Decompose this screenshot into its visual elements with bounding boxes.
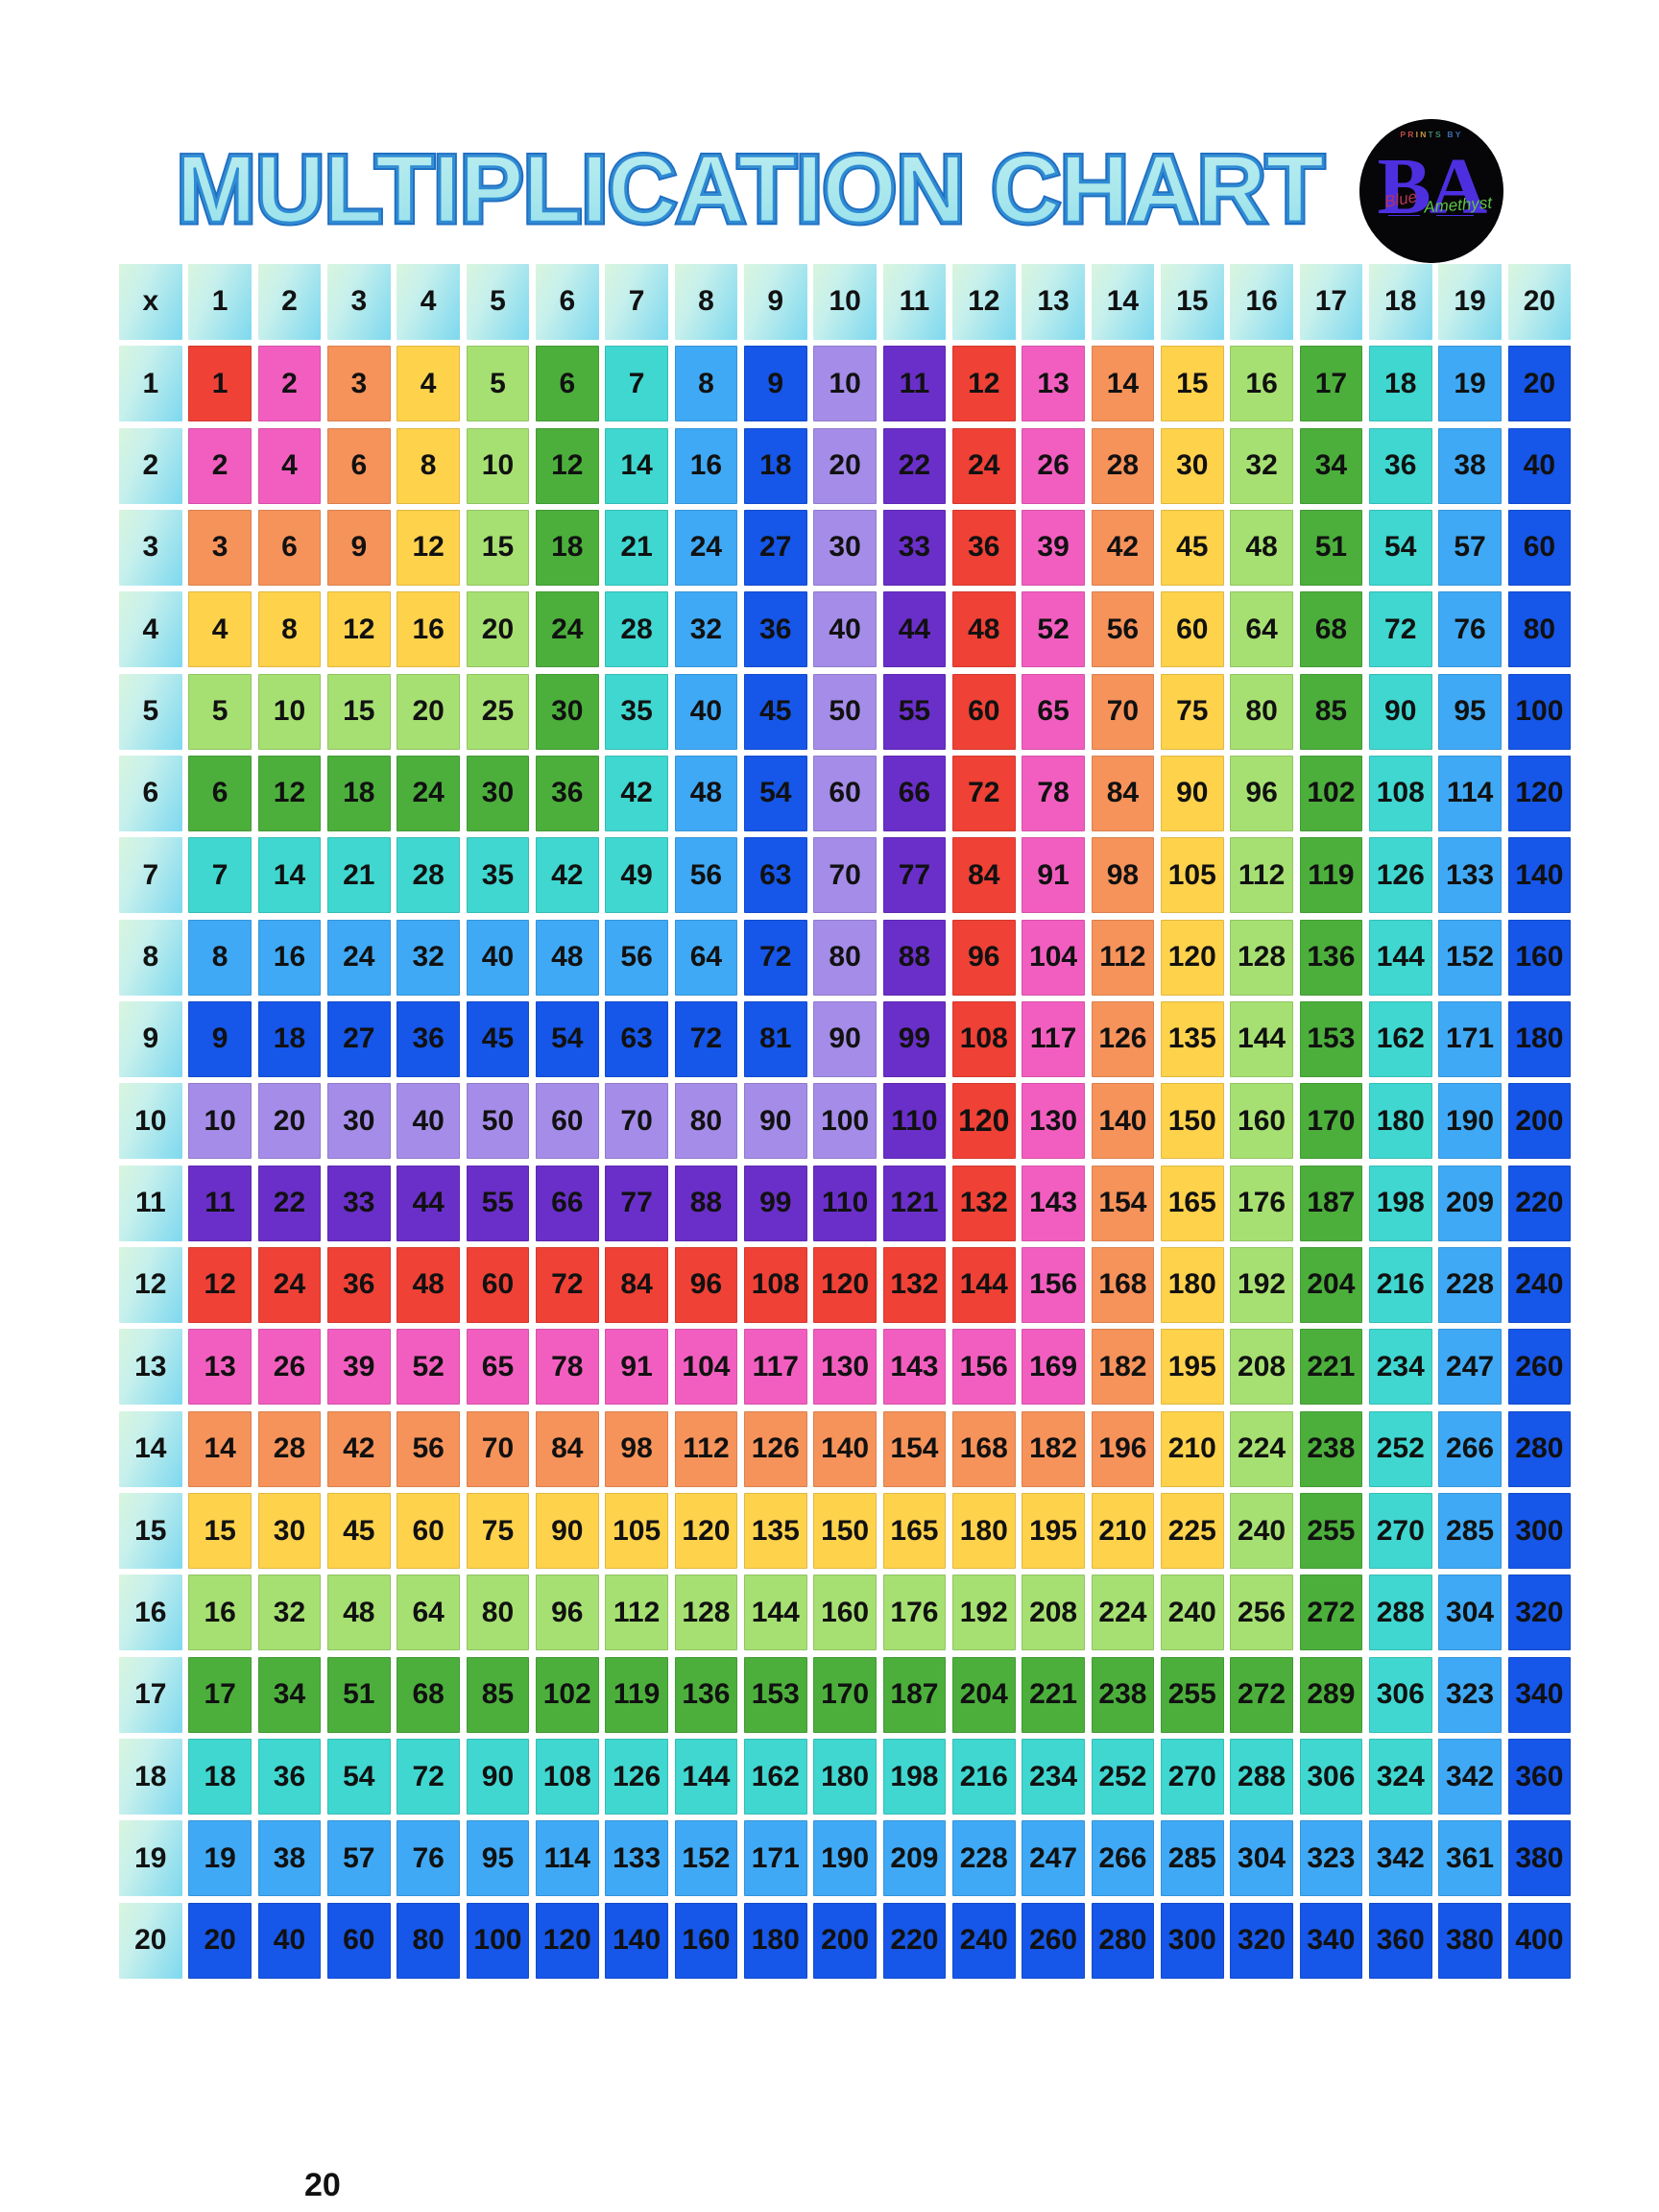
svg-text:PRINTS BY: PRINTS BY <box>1400 130 1462 139</box>
svg-text:BA: BA <box>1378 142 1488 231</box>
